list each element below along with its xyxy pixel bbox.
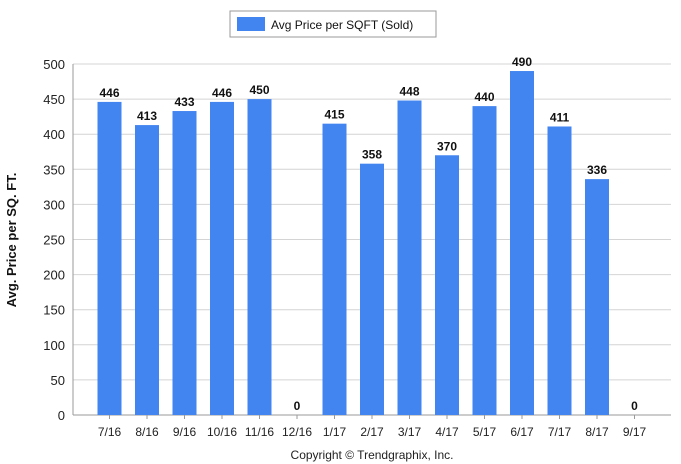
- y-tick-label: 150: [43, 303, 65, 318]
- x-tick-label: 12/16: [282, 425, 312, 439]
- data-label: 440: [474, 90, 494, 104]
- y-tick-label: 400: [43, 127, 65, 142]
- bar: [360, 163, 384, 415]
- data-label: 448: [399, 85, 419, 99]
- bar: [435, 155, 459, 415]
- data-label: 413: [137, 109, 157, 123]
- bar: [547, 126, 572, 415]
- data-label: 446: [99, 86, 119, 100]
- data-label: 411: [550, 110, 570, 124]
- data-label: 358: [362, 148, 382, 162]
- bar: [322, 123, 347, 416]
- bar: [172, 111, 197, 415]
- bar: [210, 101, 234, 416]
- x-tick-label: 10/16: [207, 425, 237, 439]
- bars: [97, 71, 609, 416]
- bar: [397, 100, 422, 415]
- x-tick-label: 7/16: [98, 425, 122, 439]
- y-tick-label: 350: [43, 162, 65, 177]
- bar: [135, 125, 159, 415]
- x-tick-label: 9/16: [173, 425, 197, 439]
- bar: [97, 101, 122, 416]
- data-label: 0: [631, 399, 638, 413]
- bar: [510, 71, 534, 416]
- data-label: 433: [174, 95, 194, 109]
- data-label: 336: [587, 163, 607, 177]
- y-tick-label: 300: [43, 197, 65, 212]
- x-tick-label: 7/17: [548, 425, 572, 439]
- y-tick-label: 50: [51, 373, 65, 388]
- y-tick-label: 450: [43, 92, 65, 107]
- x-tick-label: 4/17: [435, 425, 459, 439]
- x-tick-label: 9/17: [623, 425, 647, 439]
- x-tick-label: 2/17: [360, 425, 384, 439]
- data-label: 490: [512, 55, 532, 69]
- x-tick-label: 11/16: [245, 425, 274, 439]
- bar: [247, 99, 272, 415]
- legend-swatch: [237, 17, 265, 31]
- x-tick-label: 6/17: [510, 425, 534, 439]
- data-label: 415: [324, 108, 344, 122]
- data-label: 450: [249, 83, 269, 97]
- y-tick-label: 250: [43, 233, 65, 248]
- y-tick-label: 500: [43, 57, 65, 72]
- y-tick-label: 100: [43, 338, 65, 353]
- bar: [472, 106, 497, 416]
- copyright-text: Copyright © Trendgraphix, Inc.: [291, 448, 454, 462]
- data-labels: 446 413 433 446 450 0 415 358 448 370 440 490 411 336…: [99, 55, 638, 413]
- y-tick-label: 0: [58, 408, 65, 423]
- x-tick-label: 5/17: [473, 425, 497, 439]
- y-axis-title: Avg. Price per SQ. FT.: [4, 173, 19, 308]
- data-label: 370: [437, 139, 457, 153]
- data-label: 0: [294, 399, 301, 413]
- x-tick-label: 1/17: [323, 425, 347, 439]
- legend-label: Avg Price per SQFT (Sold): [271, 18, 413, 32]
- x-tick-label: 3/17: [398, 425, 422, 439]
- x-axis-ticks: 7/16 8/16 9/16 10/16 11/16 12/16 1/17 2/17 3/17 4…: [98, 415, 647, 439]
- x-tick-label: 8/17: [585, 425, 609, 439]
- bar: [585, 179, 609, 415]
- y-axis-ticks: 0 50 100 150 200 250 300 350 400 450 500: [43, 57, 65, 423]
- x-tick-label: 8/16: [135, 425, 159, 439]
- legend: Avg Price per SQFT (Sold): [229, 10, 437, 38]
- y-tick-label: 200: [43, 268, 65, 283]
- data-label: 446: [212, 86, 232, 100]
